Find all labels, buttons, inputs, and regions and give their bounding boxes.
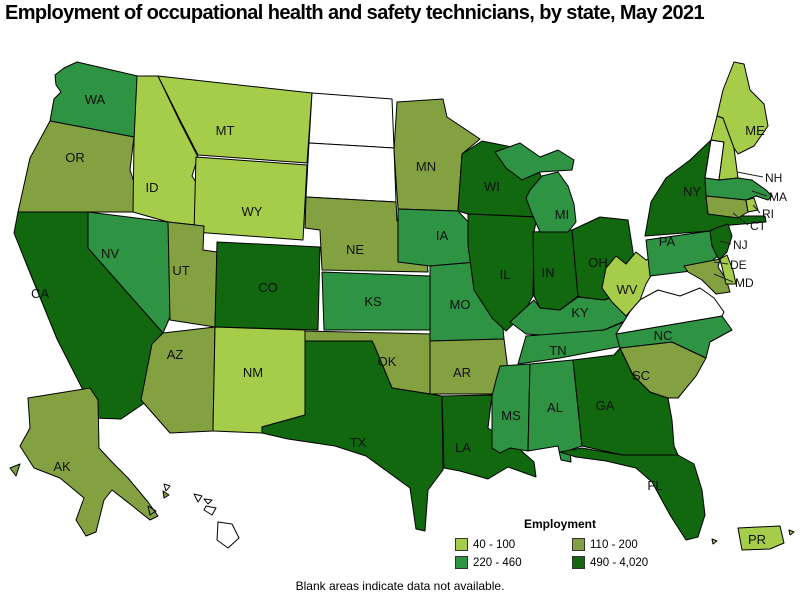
state-fl: [559, 447, 706, 541]
state-or: [17, 120, 138, 213]
legend-swatch-2: [455, 556, 468, 569]
state-label-fl: FL: [647, 478, 662, 493]
state-label-nv: NV: [101, 246, 119, 261]
footnote: Blank areas indicate data not available.: [295, 579, 505, 593]
state-label-il: IL: [500, 267, 511, 282]
state-label-nh: NH: [765, 171, 782, 185]
state-label-wi: WI: [484, 179, 500, 194]
state-tx: [261, 340, 444, 532]
state-ri: [745, 197, 759, 213]
state-label-mi: MI: [555, 207, 569, 222]
state-sd: [305, 142, 397, 203]
state-label-tn: TN: [549, 343, 566, 358]
leader-line-ma: [751, 190, 768, 197]
leader-line-ct: [732, 212, 749, 226]
state-label-oh: OH: [588, 255, 608, 270]
state-va: [615, 287, 725, 335]
legend-items: 40 - 100 110 - 200 220 - 460 490 - 4,020: [455, 538, 665, 569]
state-label-wa: WA: [85, 92, 106, 107]
state-label-ms: MS: [501, 408, 521, 423]
leader-line-nj: [719, 240, 732, 245]
state-label-ca: CA: [31, 286, 49, 301]
state-wy: [193, 156, 308, 241]
state-label-ga: GA: [596, 398, 615, 413]
state-ne: [304, 196, 429, 273]
state-label-tx: TX: [350, 435, 367, 450]
legend-item-0: 40 - 100: [455, 538, 572, 551]
legend-item-3: 490 - 4,020: [572, 556, 665, 569]
state-label-wy: WY: [242, 204, 263, 219]
legend-item-1: 110 - 200: [572, 538, 665, 551]
leader-line-md: [713, 273, 734, 283]
state-label-ks: KS: [364, 294, 382, 309]
state-label-in: IN: [542, 265, 555, 280]
state-label-sc: SC: [632, 368, 650, 383]
legend-item-2: 220 - 460: [455, 556, 572, 569]
state-co: [214, 241, 321, 331]
state-nm: [212, 326, 306, 434]
state-label-id: ID: [146, 180, 159, 195]
state-la: [441, 394, 537, 480]
figure-title: Employment of occupational health and sa…: [5, 2, 705, 24]
state-label-ct: CT: [750, 219, 767, 233]
state-hi: [163, 483, 240, 549]
state-mi: [494, 142, 577, 233]
legend-label-3: 490 - 4,020: [590, 556, 649, 569]
legend-swatch-3: [572, 556, 585, 569]
state-label-wv: WV: [617, 282, 638, 297]
state-label-ia: IA: [436, 228, 449, 243]
state-md: [683, 258, 731, 295]
state-label-ak: AK: [53, 459, 71, 474]
state-nd: [308, 92, 395, 149]
legend-label-2: 220 - 460: [473, 556, 522, 569]
state-label-de: DE: [730, 258, 747, 272]
legend-swatch-0: [455, 538, 468, 551]
state-label-me: ME: [745, 123, 765, 138]
leader-line-ri: [752, 204, 761, 214]
state-mt: [157, 75, 313, 164]
leader-line-de: [713, 261, 729, 265]
state-label-ar: AR: [453, 365, 471, 380]
state-in: [532, 229, 579, 311]
state-label-mt: MT: [216, 123, 235, 138]
legend-label-0: 40 - 100: [473, 538, 516, 551]
state-ak: [9, 387, 170, 537]
state-label-ut: UT: [172, 263, 189, 278]
state-me: [716, 61, 769, 155]
state-label-mn: MN: [416, 159, 436, 174]
state-nc: [615, 315, 733, 359]
state-label-ny: NY: [683, 184, 701, 199]
state-label-co: CO: [258, 280, 278, 295]
state-label-ri: RI: [762, 207, 774, 221]
state-de: [719, 254, 737, 285]
state-label-nj: NJ: [733, 238, 748, 252]
state-ct: [705, 195, 749, 219]
legend: Employment 40 - 100 110 - 200 220 - 460 490…: [455, 517, 665, 569]
state-label-ky: KY: [571, 305, 589, 320]
state-label-pa: PA: [659, 234, 676, 249]
state-label-ok: OK: [378, 354, 397, 369]
state-label-az: AZ: [167, 347, 184, 362]
state-nv: [87, 211, 174, 334]
legend-title: Employment: [523, 517, 596, 531]
state-label-al: AL: [547, 400, 563, 415]
state-label-la: LA: [455, 440, 471, 455]
legend-swatch-1: [572, 538, 585, 551]
state-label-or: OR: [65, 150, 85, 165]
state-label-nc: NC: [654, 328, 673, 343]
legend-label-1: 110 - 200: [590, 538, 638, 551]
state-label-md: MD: [735, 276, 754, 290]
leader-line-nh: [736, 171, 764, 178]
state-label-pr: PR: [748, 532, 766, 547]
state-label-ma: MA: [769, 190, 787, 204]
state-label-mo: MO: [450, 297, 471, 312]
state-pr: [711, 525, 795, 551]
state-label-ne: NE: [346, 242, 364, 257]
state-label-nm: NM: [243, 365, 263, 380]
